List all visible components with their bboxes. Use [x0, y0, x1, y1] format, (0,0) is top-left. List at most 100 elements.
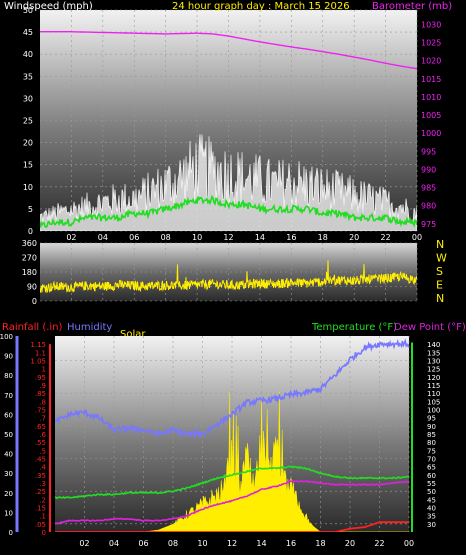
- wind-tick-label: 0: [28, 227, 33, 236]
- humidity-tick-label: 90: [4, 353, 13, 361]
- humidity-series: [55, 338, 409, 439]
- barometer-tick-label: 1030: [421, 20, 441, 29]
- direction-tick-label: 0: [32, 297, 37, 306]
- rain-tick-label: .35: [35, 472, 46, 480]
- wind-plot-series: [40, 31, 417, 231]
- rain-tick-label: .2: [39, 496, 46, 504]
- climate-x-axis: 02 04 06 08 10 12 14 16 18 20 22 00: [79, 539, 414, 548]
- dew-point-title: Dew Point (°F): [394, 322, 466, 333]
- rain-tick-label: .55: [35, 439, 46, 447]
- humidity-tick-label: 100: [0, 333, 13, 341]
- temperature-tick-label: 55: [427, 480, 436, 488]
- barometer-tick-label: 1000: [421, 129, 441, 138]
- solar-title: Solar: [120, 329, 146, 340]
- barometer-tick-label: 1025: [421, 39, 441, 48]
- wind-x-tick-label: 10: [192, 233, 202, 242]
- temperature-tick-label: 130: [427, 358, 440, 366]
- wind-tick-label: 45: [23, 28, 33, 37]
- direction-left-axis: 0 90 180 270 360: [22, 239, 37, 306]
- wind-x-tick-label: 06: [129, 233, 139, 242]
- wind-x-tick-label: 00: [412, 233, 422, 242]
- wind-x-tick-label: 08: [161, 233, 171, 242]
- climate-x-tick-label: 22: [374, 539, 384, 548]
- temperature-tick-label: 135: [427, 349, 440, 357]
- humidity-tick-label: 30: [4, 470, 13, 478]
- rain-tick-label: .85: [35, 390, 46, 398]
- climate-plot-series: [55, 338, 409, 532]
- solar-series: [55, 391, 409, 532]
- rainfall-title: Rainfall (.in): [2, 322, 63, 333]
- temperature-tick-label: 110: [427, 390, 440, 398]
- rain-tick-label: .75: [35, 407, 46, 415]
- humidity-tick-label: 0: [9, 529, 13, 537]
- graph-day-title: 24 hour graph day : March 15 2026: [172, 1, 350, 12]
- temperature-tick-label: 105: [427, 398, 440, 406]
- temperature-tick-label: 140: [427, 341, 440, 349]
- barometer-tick-label: 980: [421, 202, 436, 211]
- temperature-tick-label: 90: [427, 423, 436, 431]
- climate-x-tick-label: 20: [345, 539, 355, 548]
- temperature-tick-label: 45: [427, 496, 436, 504]
- barometer-title: Barometer (mb): [372, 1, 452, 12]
- humidity-tick-label: 20: [4, 490, 13, 498]
- wind-x-tick-label: 14: [255, 233, 265, 242]
- climate-x-tick-label: 02: [79, 539, 89, 548]
- direction-tick-label: 180: [22, 268, 37, 277]
- climate-x-tick-label: 16: [286, 539, 296, 548]
- dew-point-series: [55, 479, 409, 525]
- wind-plot-grid: [40, 9, 418, 232]
- temperature-tick-label: 125: [427, 366, 440, 374]
- rain-tick-label: .4: [39, 464, 46, 472]
- direction-plot-series: [40, 260, 417, 294]
- wind-x-tick-label: 04: [98, 233, 108, 242]
- wind-tick-label: 5: [28, 205, 33, 214]
- direction-tick-label: 360: [22, 239, 37, 248]
- humidity-title: Humidity: [67, 322, 112, 333]
- temperature-tick-label: 40: [427, 505, 436, 513]
- compass-letter-e: E: [436, 279, 443, 292]
- wind-tick-label: 10: [23, 183, 33, 192]
- rain-tick-label: .65: [35, 423, 46, 431]
- direction-tick-label: 270: [22, 254, 37, 263]
- rain-tick-label: .8: [39, 398, 46, 406]
- humidity-tick-label: 50: [4, 431, 13, 439]
- rain-tick-label: .6: [39, 431, 46, 439]
- climate-axes: 01020304050607080901000.05.1.15.2.25.3.3…: [0, 333, 440, 537]
- rain-tick-label: .5: [39, 447, 46, 455]
- rain-tick-label: 1: [42, 366, 46, 374]
- rain-tick-label: .05: [35, 521, 46, 529]
- temperature-tick-label: 35: [427, 513, 436, 521]
- rain-tick-label: .15: [35, 505, 46, 513]
- compass-letter-n: N: [436, 238, 444, 251]
- humidity-tick-label: 60: [4, 411, 13, 419]
- temperature-tick-label: 95: [427, 415, 436, 423]
- wind-x-tick-label: 22: [380, 233, 390, 242]
- wind-tick-label: 30: [23, 94, 33, 103]
- barometer-tick-label: 985: [421, 184, 436, 193]
- wind-x-tick-label: 18: [318, 233, 328, 242]
- wind-x-tick-label: 02: [66, 233, 76, 242]
- climate-x-tick-label: 00: [404, 539, 414, 548]
- compass-letter-s: S: [436, 265, 443, 278]
- rain-tick-label: .25: [35, 488, 46, 496]
- barometer-tick-label: 1020: [421, 57, 441, 66]
- temperature-tick-label: 65: [427, 464, 436, 472]
- barometer-tick-label: 975: [421, 220, 436, 229]
- barometer-tick-label: 1010: [421, 93, 441, 102]
- wind-x-tick-label: 16: [286, 233, 296, 242]
- climate-x-tick-label: 08: [168, 539, 178, 548]
- barometer-right-axis: 975 980 985 990 995 1000 1005 1010 1015 1020 1025 1…: [421, 20, 441, 228]
- temperature-tick-label: 80: [427, 439, 436, 447]
- rain-tick-label: 1.1: [35, 349, 46, 357]
- climate-x-tick-label: 10: [197, 539, 207, 548]
- rain-tick-label: .3: [39, 480, 46, 488]
- barometer-tick-label: 1015: [421, 75, 441, 84]
- climate-x-tick-label: 18: [315, 539, 325, 548]
- barometer-tick-label: 990: [421, 165, 436, 174]
- temperature-tick-label: 30: [427, 521, 436, 529]
- temperature-tick-label: 50: [427, 488, 436, 496]
- temperature-tick-label: 60: [427, 472, 436, 480]
- rain-tick-label: .95: [35, 374, 46, 382]
